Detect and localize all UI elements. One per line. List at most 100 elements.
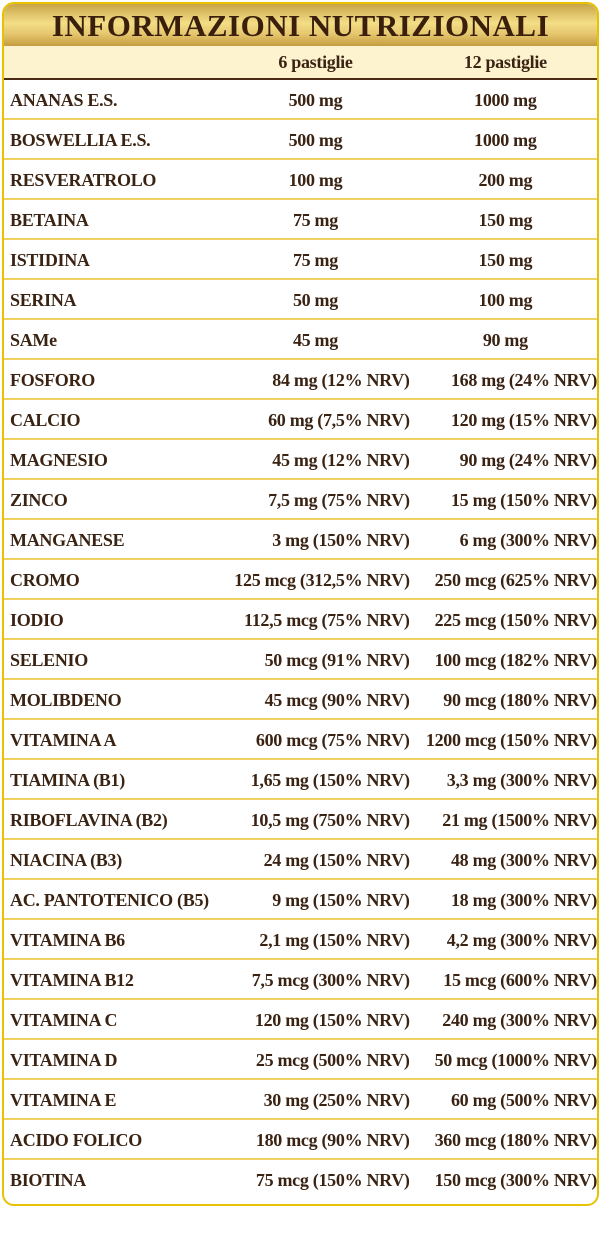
table-row: VITAMINA E 30 mg (250% NRV) 60 mg (500% NR… xyxy=(4,1080,597,1120)
amount-6-tablets: 2,1 mg (150% NRV) xyxy=(259,930,410,950)
nutrient-name: FOSFORO xyxy=(10,370,95,390)
nutrient-name: RIBOFLAVINA (B2) xyxy=(10,810,168,830)
table-row: NIACINA (B3) 24 mg (150% NRV) 48 mg (300% … xyxy=(4,840,597,880)
table-row: SAMe 45 mg 90 mg xyxy=(4,320,597,360)
amount-6-tablets: 9 mg (150% NRV) xyxy=(272,890,410,910)
table-row: SELENIO 50 mcg (91% NRV) 100 mcg (182% NRV… xyxy=(4,640,597,680)
amount-6-tablets: 1,65 mg (150% NRV) xyxy=(250,770,410,790)
amount-6-tablets: 50 mg xyxy=(292,290,338,310)
amount-6-tablets: 24 mg (150% NRV) xyxy=(263,850,410,870)
amount-12-tablets: 150 mg xyxy=(478,210,533,230)
amount-12-tablets: 1000 mg xyxy=(474,130,537,150)
table-row: IODIO 112,5 mcg (75% NRV) 225 mcg (150% NR… xyxy=(4,600,597,640)
amount-6-tablets: 45 mcg (90% NRV) xyxy=(264,690,410,710)
amount-6-tablets: 84 mg (12% NRV) xyxy=(272,370,410,390)
amount-6-tablets: 45 mg xyxy=(292,330,338,350)
table-row: ISTIDINA 75 mg 150 mg xyxy=(4,240,597,280)
amount-6-tablets: 180 mcg (90% NRV) xyxy=(255,1130,410,1150)
nutrient-name: VITAMINA E xyxy=(10,1090,117,1110)
amount-12-tablets: 50 mcg (1000% NRV) xyxy=(434,1050,598,1070)
amount-12-tablets: 4,2 mg (300% NRV) xyxy=(446,930,598,950)
amount-6-tablets: 3 mg (150% NRV) xyxy=(272,530,410,550)
table-row: VITAMINA B6 2,1 mg (150% NRV) 4,2 mg (300%… xyxy=(4,920,597,960)
amount-12-tablets: 3,3 mg (300% NRV) xyxy=(446,770,598,790)
nutrient-name: ZINCO xyxy=(10,490,68,510)
nutrient-name: VITAMINA B6 xyxy=(10,930,125,950)
amount-6-tablets: 30 mg (250% NRV) xyxy=(263,1090,410,1110)
amount-6-tablets: 112,5 mcg (75% NRV) xyxy=(243,610,410,630)
amount-12-tablets: 120 mg (15% NRV) xyxy=(450,410,598,430)
amount-12-tablets: 90 mg xyxy=(482,330,528,350)
table-row: SERINA 50 mg 100 mg xyxy=(4,280,597,320)
amount-12-tablets: 100 mg xyxy=(478,290,533,310)
amount-12-tablets: 48 mg (300% NRV) xyxy=(450,850,598,870)
amount-6-tablets: 75 mcg (150% NRV) xyxy=(255,1170,410,1190)
nutrient-name: TIAMINA (B1) xyxy=(10,770,125,790)
nutrient-name: SAMe xyxy=(10,330,57,350)
amount-12-tablets: 240 mg (300% NRV) xyxy=(442,1010,598,1030)
amount-6-tablets: 7,5 mcg (300% NRV) xyxy=(251,970,410,990)
amount-12-tablets: 18 mg (300% NRV) xyxy=(450,890,598,910)
header-12-tablets: 12 pastiglie xyxy=(463,52,547,72)
nutrient-name: MANGANESE xyxy=(10,530,125,550)
amount-6-tablets: 50 mcg (91% NRV) xyxy=(264,650,410,670)
table-row: VITAMINA B12 7,5 mcg (300% NRV) 15 mcg (60… xyxy=(4,960,597,1000)
amount-6-tablets: 120 mg (150% NRV) xyxy=(254,1010,410,1030)
amount-12-tablets: 360 mcg (180% NRV) xyxy=(434,1130,598,1150)
nutrient-name: SELENIO xyxy=(10,650,88,670)
nutrient-name: CALCIO xyxy=(10,410,81,430)
amount-12-tablets: 15 mcg (600% NRV) xyxy=(443,970,598,990)
table-title: INFORMAZIONI NUTRIZIONALI xyxy=(4,4,597,46)
nutrition-facts-panel: INFORMAZIONI NUTRIZIONALI 6 pastiglie 12… xyxy=(2,2,599,1206)
nutrient-name: BOSWELLIA E.S. xyxy=(10,130,151,150)
amount-6-tablets: 7,5 mg (75% NRV) xyxy=(268,490,410,510)
table-row: ZINCO 7,5 mg (75% NRV) 15 mg (150% NRV) xyxy=(4,480,597,520)
nutrient-name: MAGNESIO xyxy=(10,450,108,470)
table-row: MOLIBDENO 45 mcg (90% NRV) 90 mcg (180% NR… xyxy=(4,680,597,720)
table-row: MAGNESIO 45 mg (12% NRV) 90 mg (24% NRV) xyxy=(4,440,597,480)
table-row: BOSWELLIA E.S. 500 mg 1000 mg xyxy=(4,120,597,160)
amount-6-tablets: 100 mg xyxy=(288,170,343,190)
table-row: ANANAS E.S. 500 mg 1000 mg xyxy=(4,80,597,120)
amount-12-tablets: 90 mg (24% NRV) xyxy=(459,450,598,470)
amount-6-tablets: 75 mg xyxy=(292,250,338,270)
amount-12-tablets: 225 mcg (150% NRV) xyxy=(434,610,598,630)
amount-12-tablets: 21 mg (1500% NRV) xyxy=(442,810,598,830)
nutrient-name: ACIDO FOLICO xyxy=(10,1130,142,1150)
nutrient-name: BETAINA xyxy=(10,210,89,230)
amount-12-tablets: 168 mg (24% NRV) xyxy=(450,370,598,390)
amount-12-tablets: 200 mg xyxy=(478,170,533,190)
amount-12-tablets: 150 mcg (300% NRV) xyxy=(434,1170,598,1190)
nutrient-name: CROMO xyxy=(10,570,80,590)
table-row: TIAMINA (B1) 1,65 mg (150% NRV) 3,3 mg (30… xyxy=(4,760,597,800)
nutrient-name: SERINA xyxy=(10,290,77,310)
nutrient-name: VITAMINA B12 xyxy=(10,970,134,990)
table-row: AC. PANTOTENICO (B5) 9 mg (150% NRV) 18 mg… xyxy=(4,880,597,920)
nutrient-name: IODIO xyxy=(10,610,64,630)
amount-6-tablets: 25 mcg (500% NRV) xyxy=(255,1050,410,1070)
table-row: ACIDO FOLICO 180 mcg (90% NRV) 360 mcg (18… xyxy=(4,1120,597,1160)
amount-6-tablets: 10,5 mg (750% NRV) xyxy=(250,810,410,830)
amount-12-tablets: 1200 mcg (150% NRV) xyxy=(425,730,598,750)
nutrient-name: AC. PANTOTENICO (B5) xyxy=(10,890,209,910)
amount-6-tablets: 600 mcg (75% NRV) xyxy=(255,730,410,750)
table-row: RIBOFLAVINA (B2) 10,5 mg (750% NRV) 21 mg … xyxy=(4,800,597,840)
amount-6-tablets: 500 mg xyxy=(288,130,343,150)
nutrient-name: MOLIBDENO xyxy=(10,690,122,710)
table-row: VITAMINA A 600 mcg (75% NRV) 1200 mcg (150… xyxy=(4,720,597,760)
amount-12-tablets: 6 mg (300% NRV) xyxy=(459,530,598,550)
amount-6-tablets: 125 mcg (312,5% NRV) xyxy=(234,570,410,590)
nutrient-name: ISTIDINA xyxy=(10,250,90,270)
amount-12-tablets: 1000 mg xyxy=(474,90,537,110)
amount-12-tablets: 100 mcg (182% NRV) xyxy=(434,650,598,670)
nutrient-name: NIACINA (B3) xyxy=(10,850,122,870)
nutrient-name: ANANAS E.S. xyxy=(10,90,118,110)
amount-12-tablets: 15 mg (150% NRV) xyxy=(450,490,598,510)
table-row: CALCIO 60 mg (7,5% NRV) 120 mg (15% NRV) xyxy=(4,400,597,440)
table-row: RESVERATROLO 100 mg 200 mg xyxy=(4,160,597,200)
amount-12-tablets: 250 mcg (625% NRV) xyxy=(434,570,598,590)
header-nutrient xyxy=(4,46,221,78)
table-row: MANGANESE 3 mg (150% NRV) 6 mg (300% NRV) xyxy=(4,520,597,560)
nutrient-name: RESVERATROLO xyxy=(10,170,157,190)
table-row: CROMO 125 mcg (312,5% NRV) 250 mcg (625% N… xyxy=(4,560,597,600)
